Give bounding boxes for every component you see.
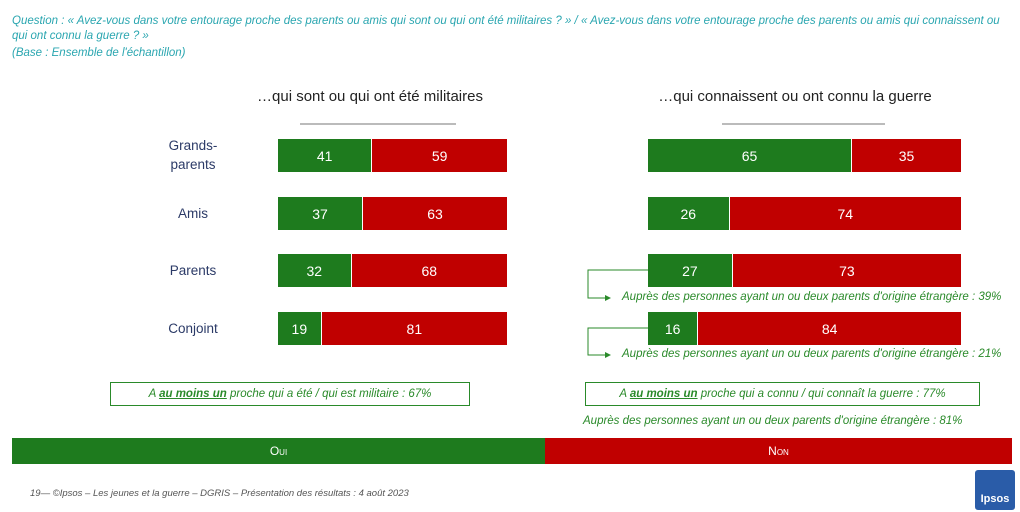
annotation: Auprès des personnes ayant un ou deux pa…: [622, 348, 1002, 360]
category-label: Conjoint: [168, 320, 218, 336]
summary-text: au moins un: [159, 388, 227, 400]
bar-segment: 73: [732, 254, 962, 287]
summary-note: Auprès des personnes ayant un ou deux pa…: [583, 415, 963, 427]
category-label: Amis: [178, 205, 208, 221]
bar-segment: 74: [729, 197, 962, 230]
arrow: [587, 327, 648, 356]
bar-segment: 63: [363, 197, 508, 230]
annotation: Auprès des personnes ayant un ou deux pa…: [622, 291, 1002, 303]
footer: 19— ©Ipsos – Les jeunes et la guerre – D…: [30, 488, 409, 499]
bar-segment: 27: [648, 254, 733, 287]
arrow-head: [605, 352, 611, 358]
category-label: Grands- parents: [168, 138, 218, 172]
bar-segment: 41: [278, 139, 373, 172]
summary-box: A au moins un proche qui a été / qui est…: [110, 382, 470, 406]
summary-box: A au moins un proche qui a connu / qui c…: [585, 382, 980, 406]
arrow: [587, 269, 648, 299]
chart-title: …qui sont ou qui ont été militaires: [257, 88, 483, 105]
bar-segment: 68: [351, 254, 508, 287]
legend-entry: Non: [545, 438, 1012, 464]
bar-segment: 59: [372, 139, 508, 172]
base: (Base : Ensemble de l'échantillon): [12, 47, 186, 59]
bar-segment: 65: [648, 139, 853, 172]
bar-segment: 32: [278, 254, 352, 287]
legend-entry: Oui: [12, 438, 545, 464]
bar-segment: 81: [321, 312, 508, 345]
summary-text: A: [619, 388, 630, 400]
title-rule: [300, 123, 456, 125]
chart-title: …qui connaissent ou ont connu la guerre: [658, 88, 932, 105]
logo: Ipsos: [975, 470, 1015, 510]
bar-segment: 84: [698, 312, 962, 345]
summary-text: proche qui a été / qui est militaire : 6…: [226, 388, 432, 400]
category-label: Parents: [169, 262, 217, 278]
bar-segment: 35: [852, 139, 962, 172]
bar-segment: 19: [278, 312, 322, 345]
bar-segment: 16: [648, 312, 699, 345]
arrow-head: [605, 295, 611, 301]
summary-text: au moins un: [629, 388, 698, 400]
title-rule: [722, 123, 885, 125]
bar-segment: 37: [278, 197, 364, 230]
bar-segment: 26: [648, 197, 730, 230]
summary-text: proche qui a connu / qui connaît la guer…: [697, 388, 946, 400]
question: Question : « Avez-vous dans votre entour…: [12, 15, 1000, 42]
summary-text: A: [148, 388, 160, 400]
